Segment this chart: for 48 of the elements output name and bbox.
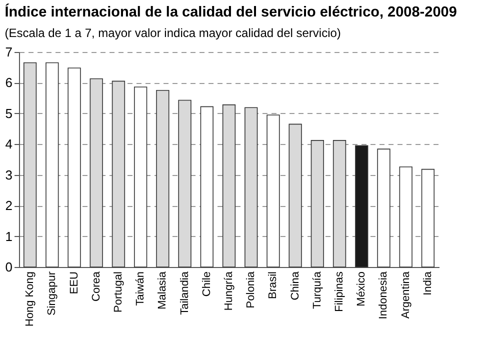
chart-title: Índice internacional de la calidad del servicio eléctrico, 2008-2009 bbox=[4, 4, 457, 20]
x-tick-label: EEU bbox=[68, 271, 80, 294]
bar bbox=[288, 124, 302, 268]
bar bbox=[90, 78, 103, 268]
bar bbox=[46, 62, 59, 268]
x-tick-label: Singapur bbox=[46, 271, 58, 316]
bar bbox=[156, 90, 170, 268]
x-tick-label: Brasil bbox=[267, 272, 280, 300]
bar bbox=[310, 140, 324, 268]
y-tick-label: 6 bbox=[5, 75, 12, 90]
chart-subtitle: (Escala de 1 a 7, mayor valor indica mayor calidad del servicio) bbox=[4, 26, 341, 40]
x-tick-label: Hong Kong bbox=[24, 272, 36, 327]
bar bbox=[200, 106, 214, 268]
x-tick-label: Filipinas bbox=[334, 271, 346, 312]
bar bbox=[266, 114, 280, 268]
x-tick-label: Tailandia bbox=[178, 270, 191, 315]
y-tick-label: 4 bbox=[5, 136, 12, 152]
y-tick-label: 0 bbox=[5, 260, 12, 274]
bar bbox=[332, 140, 346, 268]
x-tick-label: Hungría bbox=[223, 270, 235, 311]
bar bbox=[23, 62, 37, 268]
x-tick-label: Polonia bbox=[245, 270, 258, 308]
bar bbox=[244, 107, 258, 268]
x-tick-label: Malasia bbox=[156, 270, 169, 310]
x-tick-label: México bbox=[356, 272, 368, 306]
bar bbox=[178, 100, 192, 268]
bar bbox=[222, 104, 236, 268]
x-tick-label: Chile bbox=[200, 272, 213, 297]
bar bbox=[355, 145, 368, 268]
bar bbox=[421, 168, 435, 268]
x-tick-label: Indonesia bbox=[378, 270, 390, 320]
x-tick-label: Argentina bbox=[400, 270, 412, 319]
x-tick-label: Taiwán bbox=[134, 272, 147, 306]
x-tick-label: Turquía bbox=[311, 270, 324, 310]
y-tick-label: 7 bbox=[5, 44, 12, 60]
x-tick-label: Corea bbox=[90, 270, 102, 302]
x-tick-label: India bbox=[422, 270, 434, 296]
x-tick-label: China bbox=[289, 270, 302, 300]
bar bbox=[377, 148, 390, 268]
bar bbox=[399, 166, 412, 268]
y-tick-label: 5 bbox=[5, 106, 12, 121]
bar bbox=[68, 68, 81, 268]
bar bbox=[112, 80, 126, 268]
bar bbox=[134, 86, 148, 268]
y-tick-label: 1 bbox=[5, 228, 12, 244]
y-tick-label: 2 bbox=[5, 198, 12, 214]
x-tick-label: Portugal bbox=[112, 272, 124, 312]
y-tick-label: 3 bbox=[5, 167, 12, 182]
